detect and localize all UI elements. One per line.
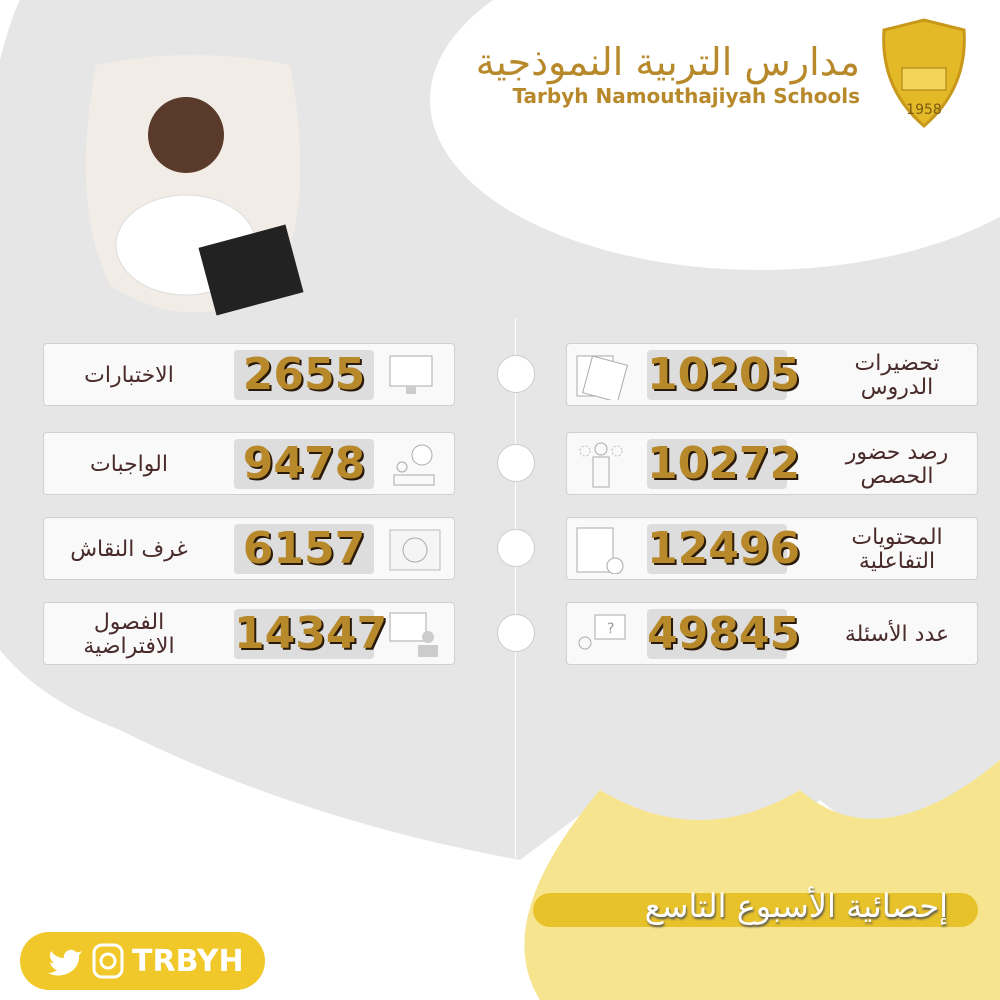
stat-card-lesson-prep: تحضيرات الدروس 10205 xyxy=(566,343,978,406)
homework-clock-icon xyxy=(393,444,435,486)
svg-text:1958: 1958 xyxy=(906,102,942,118)
school-name-arabic: مدارس التربية النموذجية xyxy=(475,40,860,84)
instagram-icon xyxy=(92,943,124,979)
timeline-dot xyxy=(497,355,535,393)
timeline-dot xyxy=(497,614,535,652)
question-user-icon: ? xyxy=(578,614,626,650)
stat-value: 14347 xyxy=(234,608,388,659)
stat-label: المحتويات التفاعلية xyxy=(851,524,943,574)
stat-value: 49845 xyxy=(647,608,801,659)
stat-value: 2655 xyxy=(234,350,374,400)
stat-label: رصد حضور الحصص xyxy=(845,439,949,489)
stat-label: تحضيرات الدروس xyxy=(854,350,940,400)
twitter-icon xyxy=(48,949,82,976)
stat-value: 6157 xyxy=(234,524,374,574)
stat-card-attendance: رصد حضور الحصص 10272 xyxy=(566,432,978,495)
week-title: إحصائية الأسبوع التاسع xyxy=(644,887,948,925)
stat-value: 12496 xyxy=(647,523,801,574)
documents-icon xyxy=(576,355,628,400)
tablet-touch-icon xyxy=(576,527,624,574)
stat-label: الاختبارات xyxy=(84,362,174,388)
social-handle: TRBYH xyxy=(132,943,244,979)
stat-card-tests: الاختبارات 2655 xyxy=(43,343,455,406)
stat-label: غرف النقاش xyxy=(70,536,188,562)
stat-label: الواجبات xyxy=(90,451,168,477)
stat-label: عدد الأسئلة xyxy=(844,621,950,647)
discussion-icon xyxy=(389,529,441,571)
week-title-banner: إحصائية الأسبوع التاسع xyxy=(533,887,978,927)
stat-value: 10272 xyxy=(647,438,801,489)
stat-card-questions: عدد الأسئلة 49845 ? xyxy=(566,602,978,665)
stat-card-interactive-content: المحتويات التفاعلية 12496 xyxy=(566,517,978,580)
attendance-icon xyxy=(579,442,623,488)
connector-line xyxy=(515,318,516,858)
timeline-dot xyxy=(497,444,535,482)
school-name-english: Tarbyh Namouthajiyah Schools xyxy=(512,84,860,108)
svg-text:?: ? xyxy=(607,621,614,637)
social-handle-pill[interactable]: TRBYH xyxy=(20,932,265,990)
stat-card-homework: الواجبات 9478 xyxy=(43,432,455,495)
stat-value: 10205 xyxy=(647,349,801,400)
stat-label: الفصول الافتراضية xyxy=(83,609,175,659)
virtual-class-icon xyxy=(389,612,438,657)
student-photo xyxy=(76,55,310,327)
stat-card-discussion-rooms: غرف النقاش 6157 xyxy=(43,517,455,580)
stat-card-virtual-classes: الفصول الافتراضية 14347 xyxy=(43,602,455,665)
timeline-dot xyxy=(497,529,535,567)
school-badge-logo: 1958 xyxy=(878,18,970,128)
computer-test-icon xyxy=(389,355,433,394)
stat-value: 9478 xyxy=(234,439,374,489)
